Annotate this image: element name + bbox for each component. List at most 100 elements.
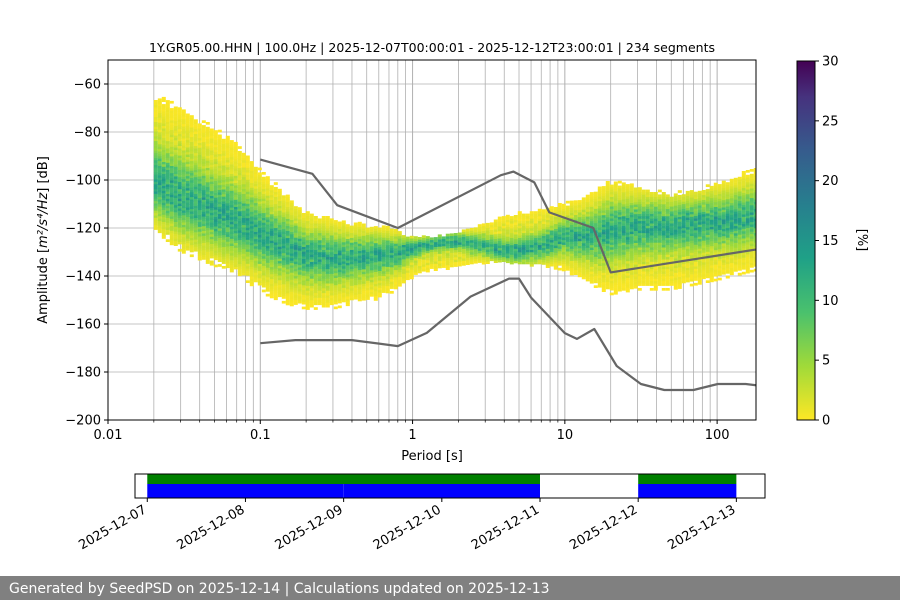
psd-cell xyxy=(602,234,606,237)
psd-cell xyxy=(670,250,674,253)
psd-cell xyxy=(182,136,186,139)
psd-cell xyxy=(670,245,674,248)
psd-cell xyxy=(258,182,262,185)
psd-cell xyxy=(474,230,478,233)
psd-cell xyxy=(174,236,178,239)
psd-cell xyxy=(514,246,518,249)
psd-cell xyxy=(342,297,346,300)
psd-cell xyxy=(302,215,306,218)
psd-cell xyxy=(498,260,502,263)
psd-cell xyxy=(490,232,494,235)
psd-cell xyxy=(546,241,550,244)
psd-cell xyxy=(162,150,166,153)
psd-cell xyxy=(574,244,578,247)
psd-cell xyxy=(406,253,410,256)
psd-cell xyxy=(538,233,542,236)
psd-cell xyxy=(210,191,214,194)
psd-cell xyxy=(214,149,218,152)
psd-cell xyxy=(634,202,638,205)
psd-cell xyxy=(194,177,198,180)
psd-cell xyxy=(218,151,222,154)
psd-cell xyxy=(654,211,658,214)
psd-cell xyxy=(594,259,598,262)
psd-cell xyxy=(286,262,290,265)
psd-cell xyxy=(170,185,174,188)
psd-cell xyxy=(558,225,562,228)
psd-cell xyxy=(694,218,698,221)
psd-cell xyxy=(198,219,202,222)
psd-cell xyxy=(386,281,390,284)
psd-cell xyxy=(370,270,374,273)
psd-cell xyxy=(574,224,578,227)
psd-cell xyxy=(434,256,438,259)
psd-cell xyxy=(566,266,570,269)
psd-cell xyxy=(666,204,670,207)
psd-cell xyxy=(170,180,174,183)
psd-cell xyxy=(650,226,654,229)
psd-cell xyxy=(366,228,370,231)
psd-cell xyxy=(394,239,398,242)
psd-cell xyxy=(690,229,694,232)
psd-cell xyxy=(618,190,622,193)
psd-cell xyxy=(210,177,214,180)
psd-cell xyxy=(446,246,450,249)
psd-cell xyxy=(234,214,238,217)
psd-cell xyxy=(682,254,686,257)
psd-cell xyxy=(362,286,366,289)
psd-cell xyxy=(314,228,318,231)
psd-cell xyxy=(674,232,678,235)
psd-cell xyxy=(666,226,670,229)
psd-cell xyxy=(294,206,298,209)
psd-cell xyxy=(250,192,254,195)
psd-cell xyxy=(250,202,254,205)
psd-cell xyxy=(554,267,558,270)
psd-cell xyxy=(238,163,242,166)
psd-cell xyxy=(490,256,494,259)
psd-cell xyxy=(170,151,174,154)
psd-cell xyxy=(278,222,282,225)
psd-cell xyxy=(670,257,674,260)
psd-cell xyxy=(286,240,290,243)
psd-cell xyxy=(662,216,666,219)
psd-cell xyxy=(186,234,190,237)
psd-cell xyxy=(330,271,334,274)
psd-cell xyxy=(346,282,350,285)
psd-cell xyxy=(654,192,658,195)
psd-cell xyxy=(598,213,602,216)
psd-cell xyxy=(294,252,298,255)
psd-cell xyxy=(306,281,310,284)
psd-cell xyxy=(270,212,274,215)
psd-cell xyxy=(674,244,678,247)
psd-cell xyxy=(342,252,346,255)
psd-cell xyxy=(182,126,186,129)
psd-cell xyxy=(334,278,338,281)
psd-cell xyxy=(694,201,698,204)
psd-cell xyxy=(602,186,606,189)
psd-cell xyxy=(418,244,422,247)
psd-cell xyxy=(206,148,210,151)
psd-cell xyxy=(690,269,694,272)
psd-cell xyxy=(586,245,590,248)
psd-cell xyxy=(350,259,354,262)
psd-cell xyxy=(390,286,394,289)
psd-cell xyxy=(350,276,354,279)
psd-cell xyxy=(242,225,246,228)
psd-cell xyxy=(154,198,158,201)
psd-cell xyxy=(154,186,158,189)
psd-cell xyxy=(202,248,206,251)
psd-cell xyxy=(310,252,314,255)
psd-cell xyxy=(198,193,202,196)
psd-cell xyxy=(286,291,290,294)
psd-cell xyxy=(658,266,662,269)
psd-cell xyxy=(174,109,178,112)
psd-cell xyxy=(194,155,198,158)
psd-cell xyxy=(198,171,202,174)
psd-cell xyxy=(378,276,382,279)
psd-cell xyxy=(374,250,378,253)
psd-cell xyxy=(526,250,530,253)
psd-cell xyxy=(310,259,314,262)
psd-cell xyxy=(314,221,318,224)
psd-cell xyxy=(322,250,326,253)
psd-cell xyxy=(302,299,306,302)
psd-cell xyxy=(694,283,698,286)
